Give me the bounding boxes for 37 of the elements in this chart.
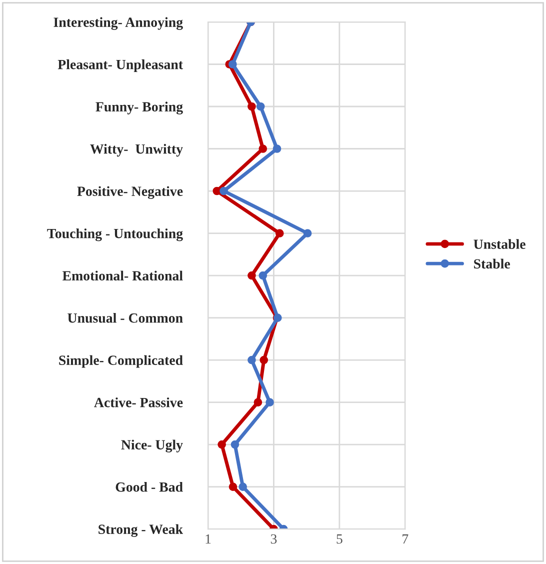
y-tick-label: Witty- Unwitty [90,144,183,157]
point [228,60,237,68]
y-tick-label: Unusual - Common [68,312,183,323]
legend-label: Unstable [474,239,526,249]
point [254,398,262,406]
x-tick-label: 5 [336,534,342,544]
point [258,271,268,280]
point [238,482,248,491]
point [248,102,256,111]
x-tick-label: 3 [270,534,277,544]
point [248,271,256,280]
y-tick-label: Pleasant- Unpleasant [58,59,183,72]
y-tick-label: Funny- Boring [96,102,183,114]
point [258,144,268,153]
y-tick-label: Active- Passive [94,397,183,408]
legend-label: Stable [474,258,510,269]
y-tick-label: Good - Bad [116,482,183,492]
point [218,440,226,449]
point [303,229,312,238]
point [230,440,240,449]
y-tick-label: Interesting- Annoying [54,17,183,30]
point [266,398,274,406]
y-tick-label: Positive- Negative [77,186,183,199]
point [272,144,282,153]
y-tick-label: Emotional- Rational [62,270,183,280]
point [275,229,284,238]
point [260,356,268,364]
point [228,482,238,491]
point [256,102,265,111]
y-tick-label: Simple- Complicated [59,355,183,368]
point [220,186,228,196]
y-tick-label: Nice- Ugly [121,440,183,452]
y-tick-label: Touching - Untouching [47,228,183,242]
x-tick-label: 7 [402,534,408,544]
x-tick-label: 1 [206,534,211,544]
y-tick-label: Strong - Weak [98,524,184,537]
point [248,356,256,364]
